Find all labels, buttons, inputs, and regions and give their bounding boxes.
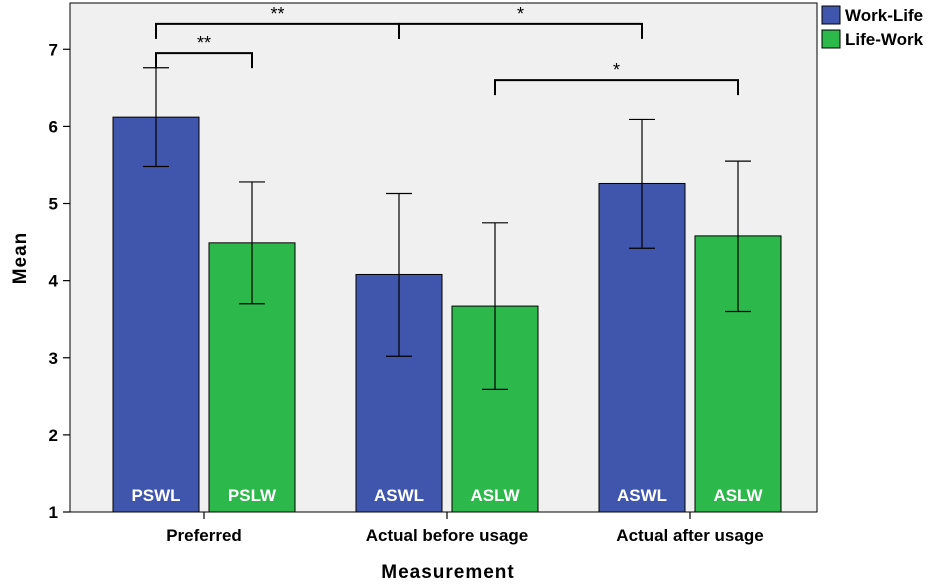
bar-label: ASLW: [470, 486, 520, 505]
bar-label: ASLW: [713, 486, 763, 505]
x-tick-label: Actual before usage: [366, 526, 529, 545]
x-tick-label: Preferred: [166, 526, 242, 545]
y-tick-label: 3: [49, 349, 58, 368]
significance-bracket: [155, 52, 253, 69]
legend: Work-Life Life-Work: [821, 5, 924, 49]
x-axis: Preferred Actual before usage Actual after…: [166, 512, 764, 545]
bar: [112, 116, 200, 513]
y-tick-label: 7: [49, 40, 58, 59]
bar-label: ASWL: [374, 486, 424, 505]
y-tick-label: 2: [49, 426, 58, 445]
legend-label: Work-Life: [845, 6, 923, 25]
y-tick-label: 5: [49, 195, 58, 214]
legend-swatch: [821, 5, 841, 25]
bar-label: PSWL: [131, 486, 180, 505]
significance-label: *: [613, 60, 620, 80]
significance-label: *: [517, 4, 524, 24]
x-axis-title: Measurement: [381, 562, 515, 583]
significance-bracket: [494, 79, 739, 96]
y-axis-title: Mean: [10, 232, 31, 285]
y-tick-label: 4: [49, 272, 59, 291]
legend-label: Life-Work: [845, 30, 924, 49]
x-tick-label: Actual after usage: [616, 526, 763, 545]
y-tick-label: 1: [49, 503, 58, 522]
y-axis: 1 2 3 4 5 6 7: [49, 40, 70, 522]
error-bars-layer: [143, 67, 751, 390]
bar-label: PSLW: [228, 486, 277, 505]
significance-label: **: [270, 4, 284, 24]
significance-layer: ******: [155, 4, 739, 96]
significance-bracket: [398, 22, 643, 39]
bar-label: ASWL: [617, 486, 667, 505]
y-tick-label: 6: [49, 117, 58, 136]
significance-label: **: [197, 33, 211, 53]
legend-swatch: [821, 29, 841, 49]
